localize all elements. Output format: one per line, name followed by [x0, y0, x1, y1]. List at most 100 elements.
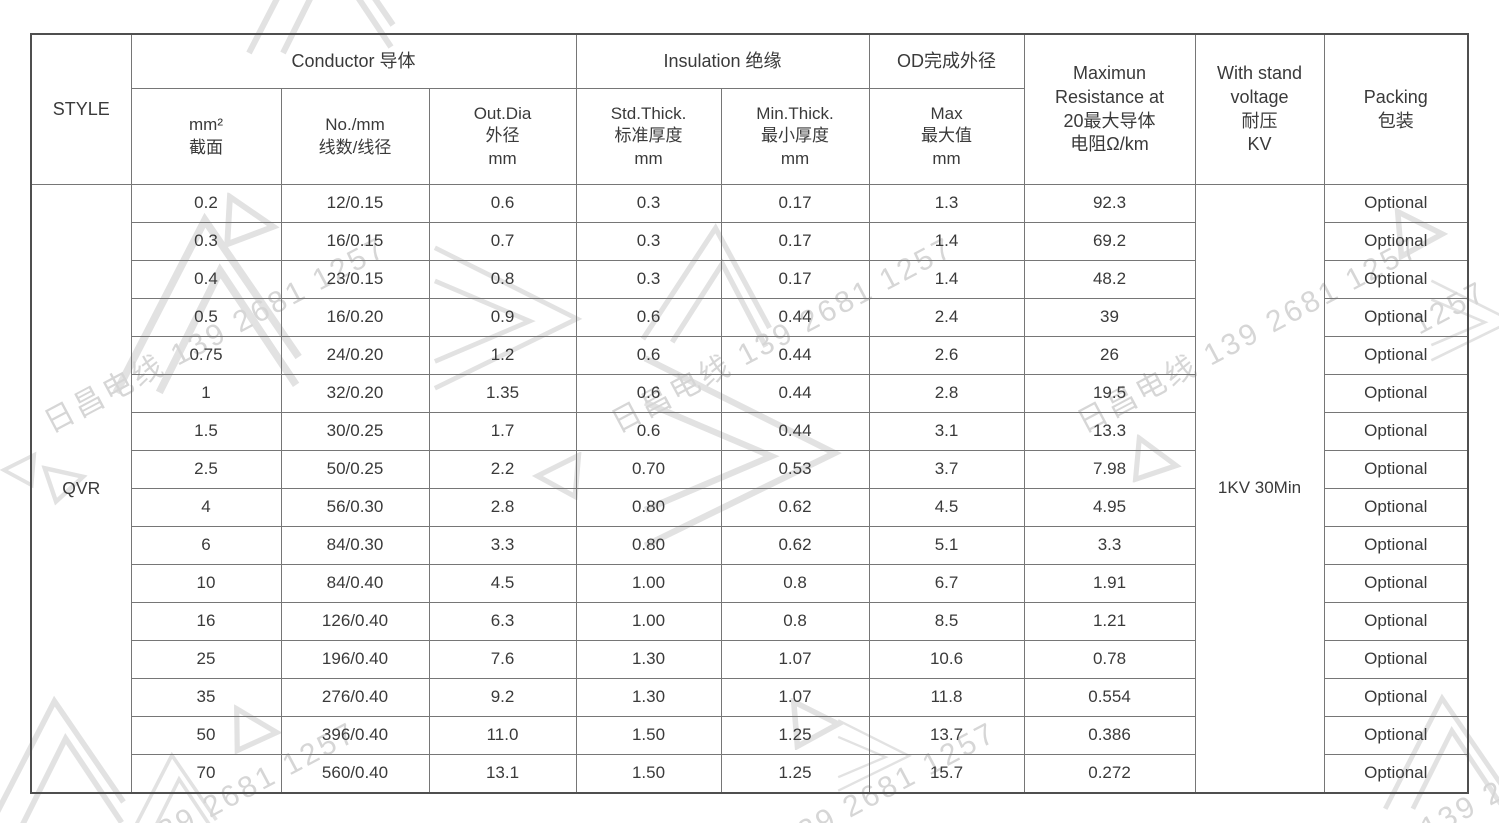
header-voltage: With stand voltage 耐压 KV [1194, 33, 1325, 185]
cell-strands: 30/0.25 [280, 412, 430, 451]
header-conductor-group: Conductor 导体 [130, 33, 577, 89]
cell-out-dia: 7.6 [428, 640, 577, 679]
cell-strands: 16/0.15 [280, 222, 430, 261]
cell-resistance: 0.272 [1023, 754, 1196, 793]
cell-out-dia: 0.6 [428, 184, 577, 223]
voltage-value-cell: 1KV 30Min [1194, 184, 1325, 793]
header-insulation-group: Insulation 绝缘 [575, 33, 870, 89]
table-row: 1.5 30/0.25 1.7 0.6 0.44 3.1 13.3 Optional [31, 412, 1469, 451]
cell-min-thick: 1.07 [720, 640, 870, 679]
cell-std-thick: 1.30 [575, 678, 722, 717]
cell-od-max: 5.1 [868, 526, 1025, 565]
spec-table: STYLE Conductor 导体 Insulation 绝缘 OD完成外径 … [30, 33, 1470, 794]
cell-resistance: 69.2 [1023, 222, 1196, 261]
cell-od-max: 2.8 [868, 374, 1025, 413]
table-row: 16 126/0.40 6.3 1.00 0.8 8.5 1.21 Optional [31, 602, 1469, 641]
cell-std-thick: 1.00 [575, 602, 722, 641]
cell-size: 6 [130, 526, 282, 565]
cell-std-thick: 0.3 [575, 260, 722, 299]
cell-packing: Optional [1323, 336, 1469, 375]
cell-resistance: 19.5 [1023, 374, 1196, 413]
cell-resistance: 92.3 [1023, 184, 1196, 223]
cell-packing: Optional [1323, 640, 1469, 679]
cell-od-max: 8.5 [868, 602, 1025, 641]
cell-packing: Optional [1323, 716, 1469, 755]
cell-od-max: 13.7 [868, 716, 1025, 755]
cell-packing: Optional [1323, 678, 1469, 717]
cell-out-dia: 9.2 [428, 678, 577, 717]
cell-od-max: 3.1 [868, 412, 1025, 451]
header-od-group: OD完成外径 [868, 33, 1025, 89]
cell-std-thick: 0.6 [575, 336, 722, 375]
cell-packing: Optional [1323, 222, 1469, 261]
cell-strands: 56/0.30 [280, 488, 430, 527]
cell-resistance: 0.78 [1023, 640, 1196, 679]
subheader-size: mm² 截面 [130, 88, 282, 185]
header-row-groups: STYLE Conductor 导体 Insulation 绝缘 OD完成外径 … [30, 33, 1469, 185]
cell-min-thick: 0.17 [720, 222, 870, 261]
cell-strands: 23/0.15 [280, 260, 430, 299]
cell-size: 0.3 [130, 222, 282, 261]
cell-std-thick: 1.50 [575, 716, 722, 755]
cell-size: 0.2 [130, 184, 282, 223]
subheader-std-thick: Std.Thick. 标准厚度 mm [575, 88, 722, 185]
cell-size: 4 [130, 488, 282, 527]
cell-min-thick: 0.17 [720, 184, 870, 223]
cell-min-thick: 0.8 [720, 602, 870, 641]
cell-od-max: 1.4 [868, 260, 1025, 299]
spec-table-body: QVR 0.2 12/0.15 0.6 0.3 0.17 1.3 92.3 1KV 30Min O… [30, 184, 1469, 793]
cell-size: 50 [130, 716, 282, 755]
header-resistance: Maximun Resistance at 20最大导体 电阻Ω/km [1023, 33, 1196, 185]
header-packing: Packing 包装 [1323, 33, 1469, 185]
cell-packing: Optional [1323, 526, 1469, 565]
cell-size: 70 [130, 754, 282, 793]
cell-resistance: 1.91 [1023, 564, 1196, 603]
cell-out-dia: 3.3 [428, 526, 577, 565]
cell-packing: Optional [1323, 564, 1469, 603]
cell-resistance: 4.95 [1023, 488, 1196, 527]
cell-out-dia: 6.3 [428, 602, 577, 641]
cell-std-thick: 0.70 [575, 450, 722, 489]
cell-out-dia: 0.9 [428, 298, 577, 337]
cell-std-thick: 0.6 [575, 374, 722, 413]
cell-strands: 16/0.20 [280, 298, 430, 337]
cell-std-thick: 0.3 [575, 222, 722, 261]
cell-resistance: 3.3 [1023, 526, 1196, 565]
subheader-od-max: Max 最大值 mm [868, 88, 1025, 185]
cell-resistance: 1.21 [1023, 602, 1196, 641]
cell-std-thick: 1.50 [575, 754, 722, 793]
cell-min-thick: 0.44 [720, 298, 870, 337]
cell-size: 35 [130, 678, 282, 717]
cell-strands: 50/0.25 [280, 450, 430, 489]
cell-std-thick: 0.6 [575, 298, 722, 337]
cell-strands: 276/0.40 [280, 678, 430, 717]
table-row: QVR 0.2 12/0.15 0.6 0.3 0.17 1.3 92.3 1KV 30Min O… [30, 184, 1469, 793]
cell-size: 2.5 [130, 450, 282, 489]
cell-od-max: 6.7 [868, 564, 1025, 603]
cell-out-dia: 0.8 [428, 260, 577, 299]
cell-packing: Optional [1323, 260, 1469, 299]
subheader-min-thick: Min.Thick. 最小厚度 mm [720, 88, 870, 185]
cell-od-max: 1.3 [868, 184, 1025, 223]
cell-resistance: 48.2 [1023, 260, 1196, 299]
cell-std-thick: 1.00 [575, 564, 722, 603]
cell-size: 1.5 [130, 412, 282, 451]
cell-od-max: 3.7 [868, 450, 1025, 489]
cell-strands: 560/0.40 [280, 754, 430, 793]
cell-out-dia: 11.0 [428, 716, 577, 755]
cell-min-thick: 0.53 [720, 450, 870, 489]
cell-min-thick: 0.44 [720, 412, 870, 451]
cell-std-thick: 1.30 [575, 640, 722, 679]
cell-out-dia: 1.2 [428, 336, 577, 375]
cell-resistance: 26 [1023, 336, 1196, 375]
cell-size: 0.5 [130, 298, 282, 337]
cell-out-dia: 2.2 [428, 450, 577, 489]
cell-size: 25 [130, 640, 282, 679]
table-row: 6 84/0.30 3.3 0.80 0.62 5.1 3.3 Optional [31, 526, 1469, 565]
cell-packing: Optional [1323, 374, 1469, 413]
cell-min-thick: 0.44 [720, 336, 870, 375]
cell-size: 0.4 [130, 260, 282, 299]
header-row-sub: mm² 截面 No./mm 线数/线径 Out.Dia 外径 mm Std.Th… [31, 88, 1468, 185]
cell-out-dia: 13.1 [428, 754, 577, 793]
